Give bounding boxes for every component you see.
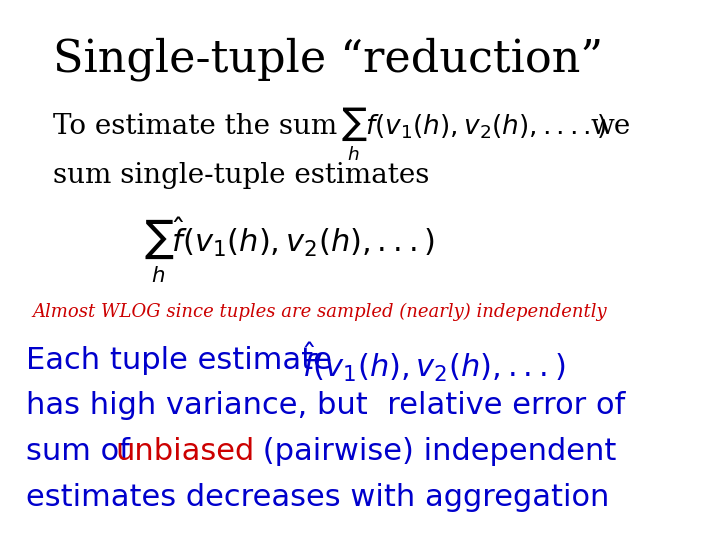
Text: $\sum_{h} \hat{f}(v_1(h), v_2(h), ...)$: $\sum_{h} \hat{f}(v_1(h), v_2(h), ...)$	[145, 216, 436, 285]
Text: estimates decreases with aggregation: estimates decreases with aggregation	[26, 483, 610, 512]
Text: To estimate the sum: To estimate the sum	[53, 113, 337, 140]
Text: $\sum_{h} f(v_1(h), v_2(h), ....)$: $\sum_{h} f(v_1(h), v_2(h), ....)$	[341, 105, 607, 163]
Text: Single-tuple “reduction”: Single-tuple “reduction”	[53, 38, 603, 82]
Text: (pairwise) independent: (pairwise) independent	[253, 437, 616, 467]
Text: sum of: sum of	[26, 437, 140, 467]
Text: sum single-tuple estimates: sum single-tuple estimates	[53, 162, 429, 189]
Text: we: we	[591, 113, 631, 140]
Text: Each tuple estimate: Each tuple estimate	[26, 346, 342, 375]
Text: Almost WLOG since tuples are sampled (nearly) independently: Almost WLOG since tuples are sampled (ne…	[33, 302, 608, 321]
Text: has high variance, but  relative error of: has high variance, but relative error of	[26, 392, 626, 421]
Text: unbiased: unbiased	[115, 437, 254, 467]
Text: $\hat{f}(v_1(h), v_2(h), ...)$: $\hat{f}(v_1(h), v_2(h), ...)$	[302, 340, 565, 383]
